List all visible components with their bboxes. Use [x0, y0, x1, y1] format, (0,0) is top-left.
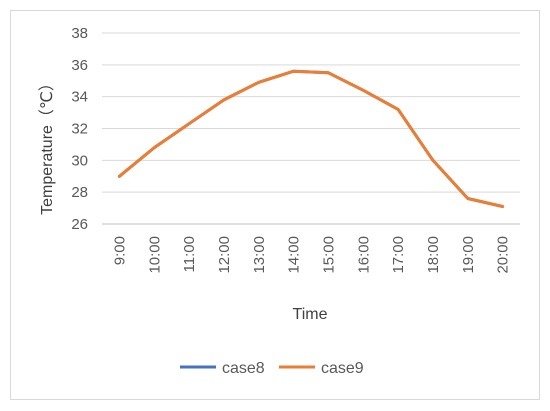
x-tick-label: 13:00 — [251, 236, 268, 274]
series-line-case8 — [117, 69, 505, 208]
x-tick-label: 10:00 — [146, 236, 163, 274]
x-tick-label: 9:00 — [111, 236, 128, 265]
series-lines — [117, 69, 505, 208]
legend: case8 case9 — [180, 360, 364, 377]
x-tick-label: 17:00 — [390, 236, 407, 274]
x-tick-label: 18:00 — [425, 236, 442, 274]
y-axis-title: Temperature（℃） — [38, 75, 56, 215]
y-tick-label: 30 — [71, 152, 88, 169]
y-tick-label: 28 — [71, 184, 88, 201]
x-tick-label: 15:00 — [320, 236, 337, 274]
gridlines — [102, 32, 520, 225]
y-tick-label: 26 — [71, 216, 88, 233]
chart-frame — [10, 10, 540, 400]
x-tick-label: 12:00 — [216, 236, 233, 274]
x-tick-label: 16:00 — [355, 236, 372, 274]
y-tick-label: 38 — [71, 25, 88, 42]
y-axis-ticks: 26 28 30 32 34 36 38 — [71, 25, 88, 233]
x-tick-label: 19:00 — [460, 236, 477, 274]
x-tick-label: 20:00 — [495, 236, 512, 274]
y-tick-label: 34 — [71, 89, 88, 106]
x-axis-ticks: 9:00 10:00 11:00 12:00 13:00 14:00 15:00 16:00 1… — [111, 236, 511, 274]
x-tick-label: 11:00 — [181, 236, 198, 272]
x-axis-title: Time — [293, 306, 328, 323]
y-tick-label: 36 — [71, 57, 88, 74]
series-line-case9 — [117, 69, 505, 208]
y-tick-label: 32 — [71, 121, 88, 138]
legend-label-case9: case9 — [321, 360, 364, 377]
legend-label-case8: case8 — [222, 360, 265, 377]
x-tick-label: 14:00 — [286, 236, 303, 274]
